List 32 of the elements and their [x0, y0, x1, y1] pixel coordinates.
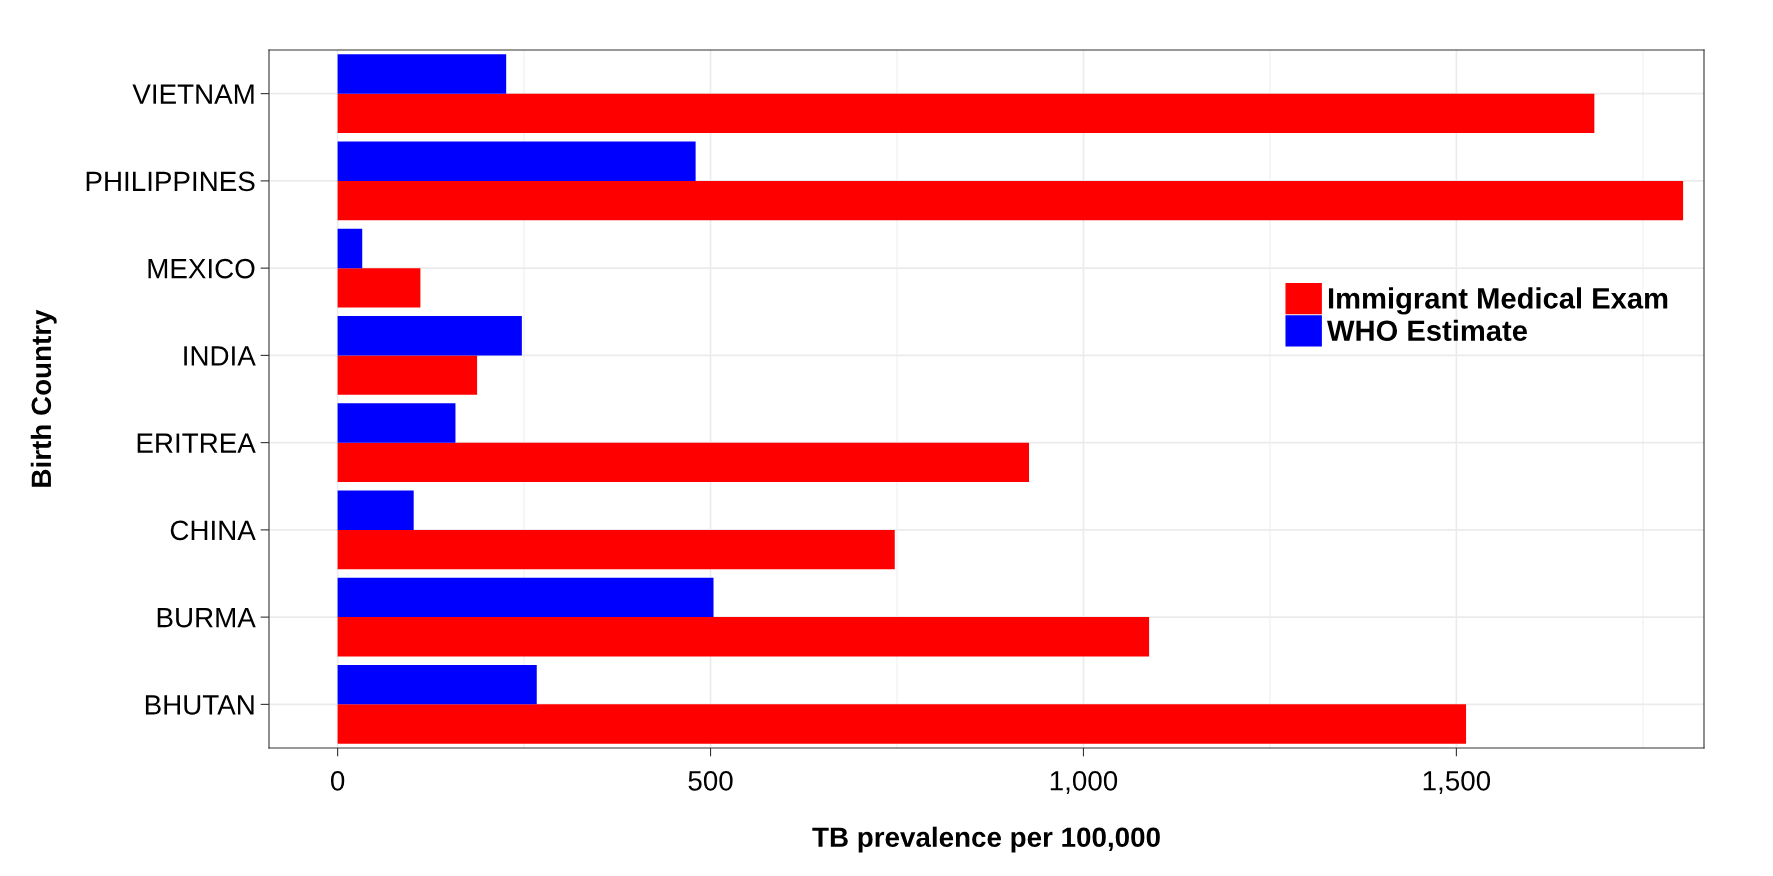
y-tick-label: CHINA	[170, 520, 256, 541]
legend-label: WHO Estimate	[1327, 319, 1527, 342]
bar	[337, 54, 507, 94]
legend-label: Immigrant Medical Exam	[1328, 287, 1668, 315]
bar	[337, 577, 714, 618]
y-tick-label: BURMA	[157, 608, 256, 628]
y-tick-label: BHUTAN	[145, 695, 254, 715]
bar	[337, 355, 478, 395]
bar	[337, 268, 421, 308]
bar	[337, 141, 696, 181]
bar	[337, 704, 1467, 744]
y-tick-label: MEXICO	[148, 258, 255, 279]
bar	[337, 442, 1030, 482]
x-tick-label: 1,000	[1050, 770, 1118, 794]
bar	[337, 665, 537, 705]
bar	[337, 617, 1150, 657]
bar	[337, 316, 522, 356]
y-tick-label: ERITREA	[137, 433, 256, 453]
bar	[337, 228, 363, 269]
bar	[337, 529, 895, 570]
x-axis-title: TB prevalence per 100,000	[812, 826, 1160, 853]
y-axis-title: Birth Country	[30, 309, 57, 487]
y-tick-label: VIETNAM	[132, 84, 254, 104]
bar	[337, 403, 456, 443]
bar	[337, 180, 1684, 221]
y-tick-label: PHILIPPINES	[86, 171, 255, 192]
y-tick-label: INDIA	[184, 346, 256, 366]
x-tick-label: 0	[330, 770, 345, 791]
x-tick-label: 1,500	[1423, 770, 1491, 794]
x-tick-label: 500	[688, 770, 733, 791]
bar	[337, 490, 414, 530]
bar	[337, 93, 1595, 133]
